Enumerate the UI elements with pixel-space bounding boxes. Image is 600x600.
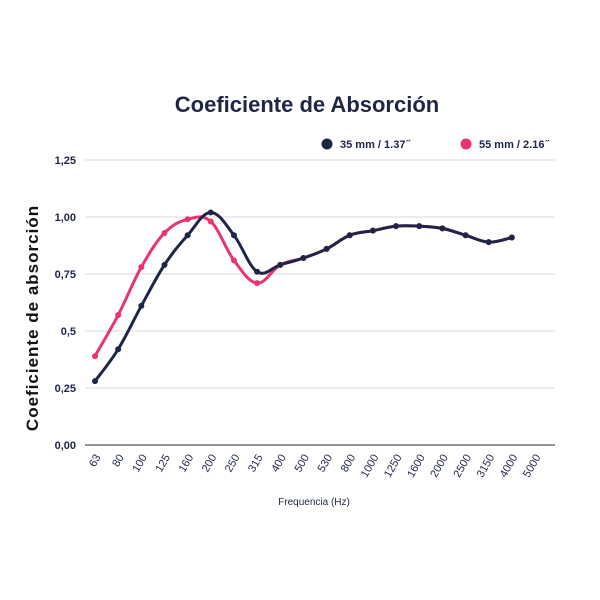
x-tick-label: 400	[269, 453, 289, 475]
data-point-35mm	[369, 227, 376, 234]
x-tick-label: 2500	[451, 453, 474, 480]
x-tick-label: 800	[339, 453, 359, 475]
data-point-35mm	[92, 378, 98, 385]
data-point-35mm	[254, 268, 261, 275]
x-tick-label: 530	[316, 453, 336, 475]
data-point-35mm	[462, 232, 469, 239]
data-point-35mm	[323, 245, 330, 252]
y-tick-label: 1,00	[55, 212, 76, 224]
y-tick-label: 0,5	[61, 326, 76, 338]
data-point-55mm	[207, 218, 214, 225]
data-point-35mm	[161, 261, 168, 268]
data-point-35mm	[346, 232, 353, 239]
y-axis-label: Coeficiente de absorción	[23, 205, 42, 431]
legend-swatch	[460, 138, 472, 150]
y-tick-label: 0,00	[55, 440, 76, 452]
x-tick-label: 1250	[382, 453, 405, 480]
data-point-35mm	[485, 239, 492, 246]
data-point-35mm	[393, 223, 400, 230]
data-point-55mm	[230, 257, 237, 264]
x-tick-label: 250	[223, 453, 243, 475]
data-point-35mm	[277, 261, 284, 268]
data-point-35mm	[416, 223, 423, 230]
data-point-35mm	[115, 346, 122, 353]
legend-swatch	[321, 138, 333, 150]
y-axis-ticks: 0,00 0,25 0,5 0,75 1,00 1,25	[55, 155, 76, 452]
x-tick-label: 1600	[405, 453, 428, 480]
data-point-35mm	[207, 209, 214, 216]
data-point-35mm	[439, 225, 446, 232]
x-tick-label: 4000	[498, 453, 521, 480]
x-axis-ticks: 63 80 100 125 160 200 250 315 400 500 530 800 1000 12…	[87, 453, 544, 480]
x-axis-label: Frequencia (Hz)	[278, 497, 350, 508]
x-tick-label: 2000	[428, 453, 451, 480]
x-tick-label: 500	[292, 453, 312, 475]
x-tick-label: 3150	[475, 453, 498, 480]
x-tick-label: 125	[153, 453, 173, 475]
series-line-35mm	[93, 210, 514, 383]
data-point-55mm	[138, 264, 145, 271]
legend-label: 55 mm / 2.16 ̋	[479, 139, 550, 151]
data-point-35mm	[138, 302, 145, 309]
series-line-55mm	[93, 215, 514, 358]
x-tick-label: 160	[177, 453, 197, 475]
data-point-55mm	[254, 280, 261, 287]
x-tick-label: 80	[110, 453, 127, 470]
series-lines	[93, 210, 514, 383]
y-tick-label: 0,75	[55, 269, 76, 281]
x-tick-label: 1000	[359, 453, 382, 480]
x-tick-label: 315	[246, 453, 266, 475]
y-tick-label: 0,25	[55, 383, 76, 395]
data-point-55mm	[92, 353, 98, 360]
chart-title: Coeficiente de Absorción	[175, 92, 439, 117]
x-tick-label: 200	[200, 453, 220, 475]
data-point-35mm	[230, 232, 237, 239]
series-points	[92, 209, 515, 385]
data-point-55mm	[161, 229, 168, 236]
data-point-55mm	[184, 216, 191, 223]
legend: 35 mm / 1.37 ̋ 55 mm / 2.16 ̋	[321, 138, 550, 151]
x-tick-label: 100	[130, 453, 150, 475]
x-tick-label: 5000	[521, 453, 544, 480]
data-point-35mm	[508, 234, 515, 241]
data-point-55mm	[115, 312, 122, 319]
data-point-35mm	[300, 255, 307, 262]
data-point-35mm	[184, 232, 191, 239]
legend-label: 35 mm / 1.37 ̋	[340, 139, 411, 151]
grid	[85, 159, 555, 446]
x-tick-label: 63	[87, 453, 104, 470]
y-tick-label: 1,25	[55, 155, 76, 167]
